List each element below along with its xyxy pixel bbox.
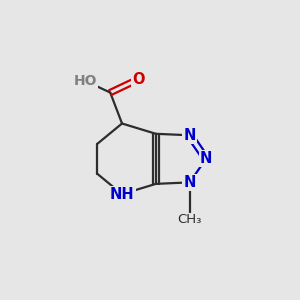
- Text: O: O: [132, 72, 145, 87]
- Text: CH₃: CH₃: [178, 213, 202, 226]
- Text: HO: HO: [74, 74, 97, 88]
- Text: NH: NH: [110, 187, 134, 202]
- Text: N: N: [184, 128, 196, 143]
- Text: N: N: [184, 175, 196, 190]
- Text: N: N: [200, 151, 212, 166]
